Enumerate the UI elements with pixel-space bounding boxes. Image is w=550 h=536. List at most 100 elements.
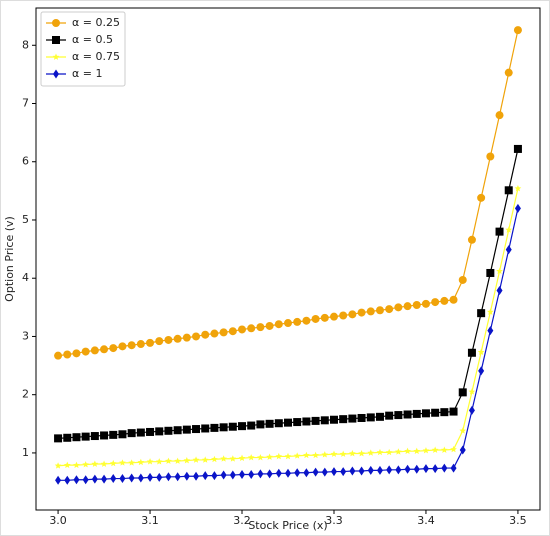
- marker: [330, 450, 338, 457]
- marker: [219, 423, 228, 432]
- marker: [193, 471, 200, 481]
- marker: [431, 298, 440, 307]
- marker: [330, 467, 337, 477]
- marker: [312, 451, 319, 459]
- marker: [504, 186, 513, 195]
- marker: [395, 465, 402, 475]
- marker: [412, 301, 421, 310]
- marker: [128, 459, 135, 466]
- marker: [238, 454, 246, 461]
- marker: [210, 329, 219, 338]
- marker: [403, 302, 412, 311]
- marker: [228, 327, 237, 336]
- marker: [183, 471, 190, 481]
- marker: [449, 407, 458, 416]
- marker: [64, 475, 71, 485]
- marker: [505, 245, 512, 255]
- marker: [228, 422, 237, 431]
- marker: [303, 451, 310, 459]
- marker: [146, 338, 155, 347]
- marker: [450, 445, 457, 453]
- marker: [192, 456, 200, 463]
- marker: [349, 450, 356, 457]
- marker: [72, 349, 81, 358]
- marker: [100, 460, 108, 467]
- marker: [248, 469, 255, 479]
- marker: [146, 427, 155, 436]
- marker: [238, 325, 247, 334]
- legend-label: α = 1: [72, 67, 102, 80]
- marker: [274, 320, 283, 329]
- marker: [82, 475, 89, 485]
- marker: [247, 454, 255, 461]
- marker: [275, 452, 283, 460]
- x-tick-label: 3.5: [509, 514, 527, 527]
- marker: [403, 410, 412, 419]
- x-tick-label: 3.4: [417, 514, 435, 527]
- marker: [219, 328, 228, 337]
- marker: [293, 452, 301, 459]
- marker: [173, 426, 182, 435]
- marker: [101, 474, 108, 484]
- marker: [54, 462, 62, 469]
- legend-marker: [52, 36, 60, 44]
- marker: [136, 428, 145, 437]
- marker: [375, 412, 384, 421]
- x-tick-label: 3.2: [233, 514, 251, 527]
- marker: [275, 468, 282, 478]
- marker: [367, 465, 374, 475]
- marker: [431, 446, 439, 453]
- plot-area: [35, 7, 541, 511]
- marker: [81, 347, 90, 356]
- marker: [284, 418, 292, 427]
- marker: [147, 472, 154, 482]
- marker: [468, 405, 475, 415]
- y-tick-label: 6: [22, 155, 29, 168]
- marker: [256, 420, 265, 429]
- marker: [256, 323, 265, 332]
- marker: [421, 299, 430, 308]
- marker: [440, 408, 449, 417]
- marker: [173, 334, 182, 343]
- marker: [182, 425, 191, 434]
- marker: [404, 464, 411, 474]
- legend-marker: [52, 19, 60, 27]
- marker: [366, 307, 375, 316]
- marker: [293, 418, 302, 427]
- marker: [357, 308, 366, 317]
- marker: [72, 433, 81, 442]
- series: [54, 26, 522, 360]
- marker: [284, 452, 292, 460]
- marker: [192, 332, 201, 341]
- marker: [164, 426, 173, 435]
- marker: [349, 466, 356, 476]
- x-axis-label: Stock Price (x): [248, 519, 327, 532]
- marker: [165, 457, 172, 464]
- marker: [386, 465, 393, 475]
- legend: α = 0.25 α = 0.5 α = 0.75 α = 1: [40, 11, 126, 87]
- marker: [90, 346, 99, 355]
- marker: [432, 464, 439, 474]
- marker: [109, 344, 118, 353]
- marker: [293, 317, 302, 326]
- marker: [421, 409, 430, 418]
- marker: [422, 447, 430, 454]
- marker: [182, 333, 191, 342]
- marker: [412, 409, 421, 418]
- marker: [320, 416, 329, 425]
- marker: [155, 458, 163, 465]
- marker: [459, 445, 466, 455]
- marker: [257, 469, 264, 479]
- marker: [441, 463, 448, 473]
- marker: [375, 306, 384, 315]
- marker: [505, 226, 513, 233]
- x-tick-label: 3.0: [49, 514, 67, 527]
- marker: [340, 467, 347, 477]
- marker: [303, 468, 310, 478]
- marker: [110, 474, 117, 484]
- marker: [467, 235, 476, 244]
- marker: [339, 415, 348, 424]
- marker: [394, 411, 403, 420]
- series: [54, 185, 522, 469]
